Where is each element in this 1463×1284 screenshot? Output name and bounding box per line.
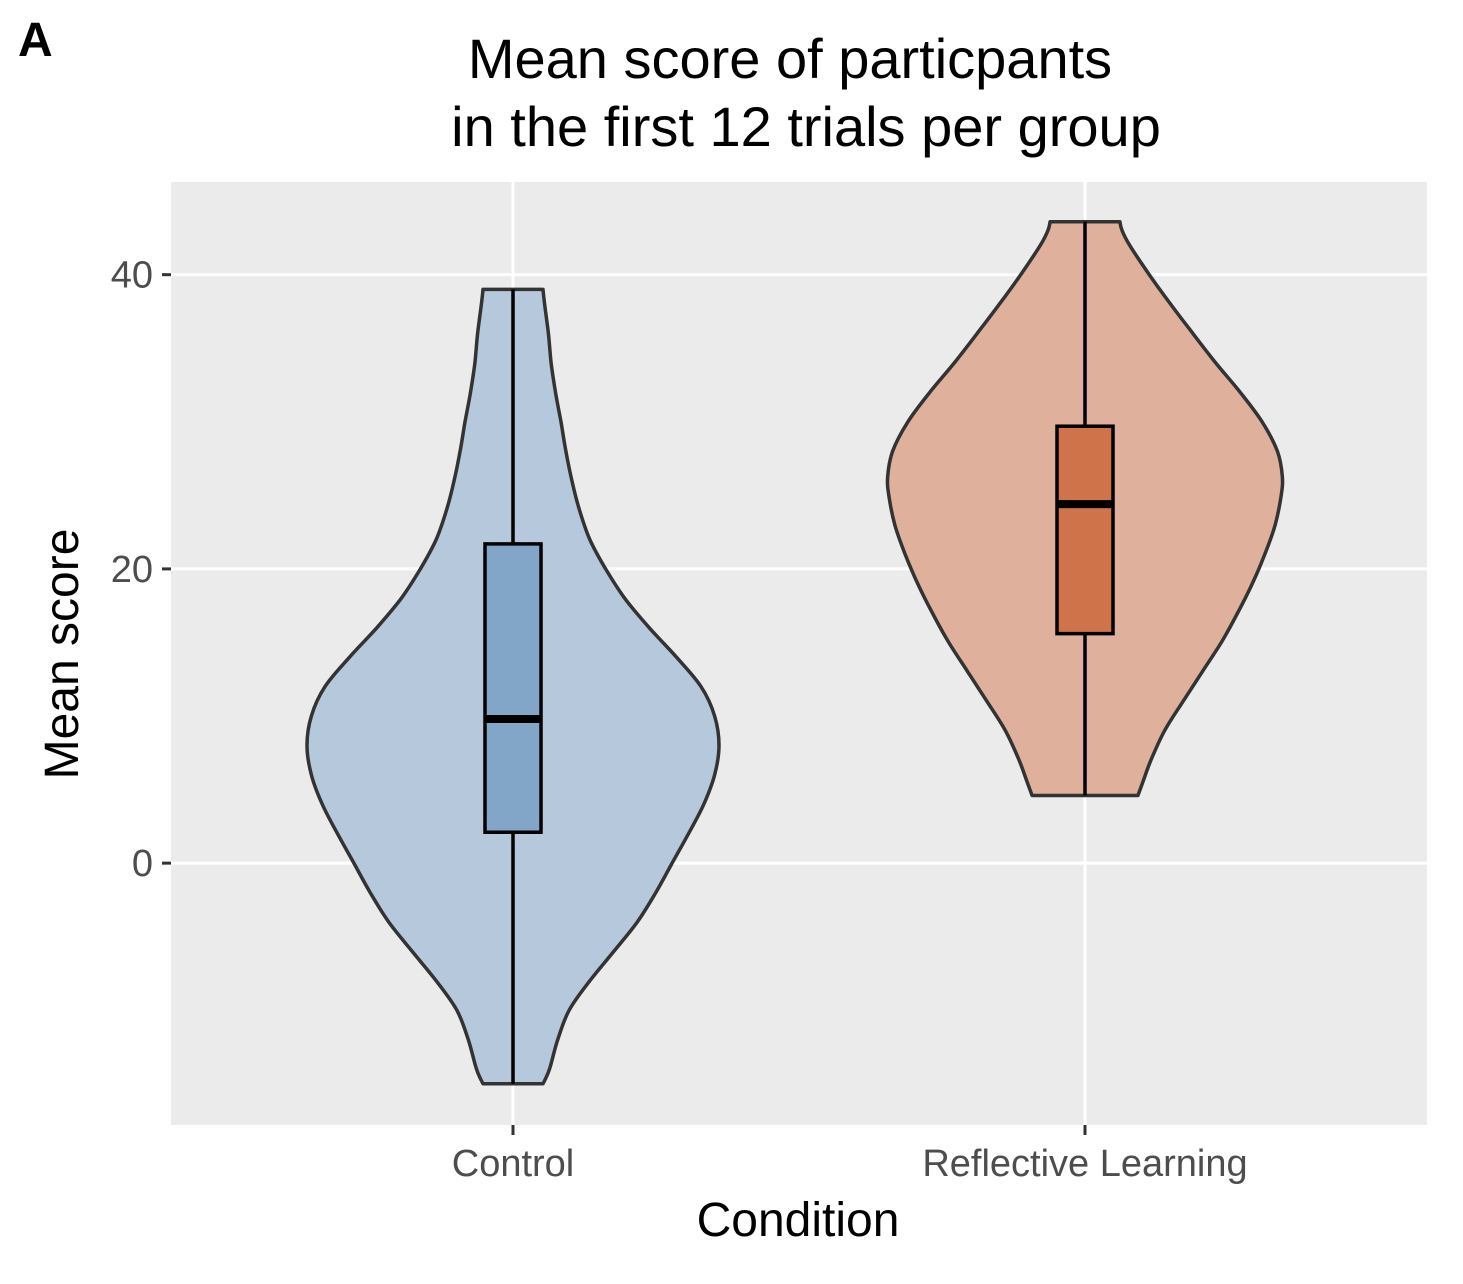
y-tick-label: 40 xyxy=(111,255,153,297)
panel-label: A xyxy=(18,14,53,67)
y-tick-label: 20 xyxy=(111,549,153,591)
box-reflective-learning xyxy=(1055,424,1115,636)
x-axis-title: Condition xyxy=(697,1194,900,1247)
boxplots xyxy=(483,221,1115,1084)
x-tick-label: Control xyxy=(452,1143,575,1185)
box-control xyxy=(483,542,543,834)
axes: 0 20 40 Control Reflective Learning xyxy=(111,255,1248,1185)
chart-title-line-2: in the first 12 trials per group xyxy=(451,95,1161,158)
y-tick-label: 0 xyxy=(132,843,153,885)
y-axis-title: Mean score xyxy=(36,529,89,780)
x-tick-label: Reflective Learning xyxy=(922,1143,1247,1185)
chart-title-line-1: Mean score of particpants xyxy=(468,27,1112,90)
